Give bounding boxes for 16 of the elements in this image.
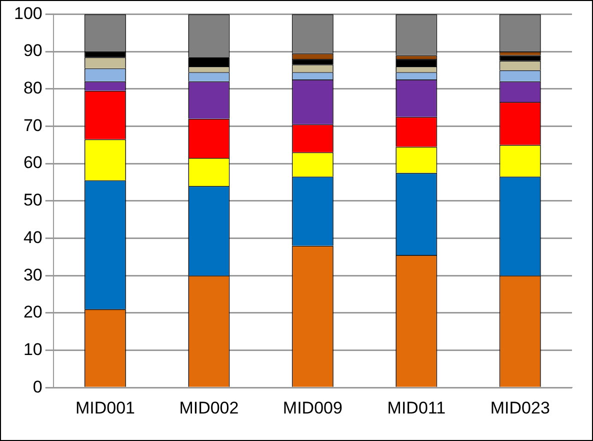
y-tick-label: 60 [23,153,42,172]
y-tick-label: 50 [23,190,42,210]
y-tick-label: 100 [14,4,42,23]
y-tick-label: 40 [23,228,42,247]
x-tick-label: MID001 [75,398,135,418]
x-tick-label: MID009 [282,398,342,418]
y-tick-label: 20 [23,302,42,322]
y-tick-label: 30 [23,265,42,284]
y-tick-label: 70 [23,116,42,135]
y-tick-label: 0 [32,377,42,396]
x-tick-label: MID011 [387,398,446,418]
y-tick-label: 80 [23,78,42,98]
y-tick-label: 90 [23,41,42,60]
y-tick-label: 10 [23,340,42,359]
x-tick-label: MID023 [490,398,550,418]
x-tick-label: MID002 [179,398,239,418]
